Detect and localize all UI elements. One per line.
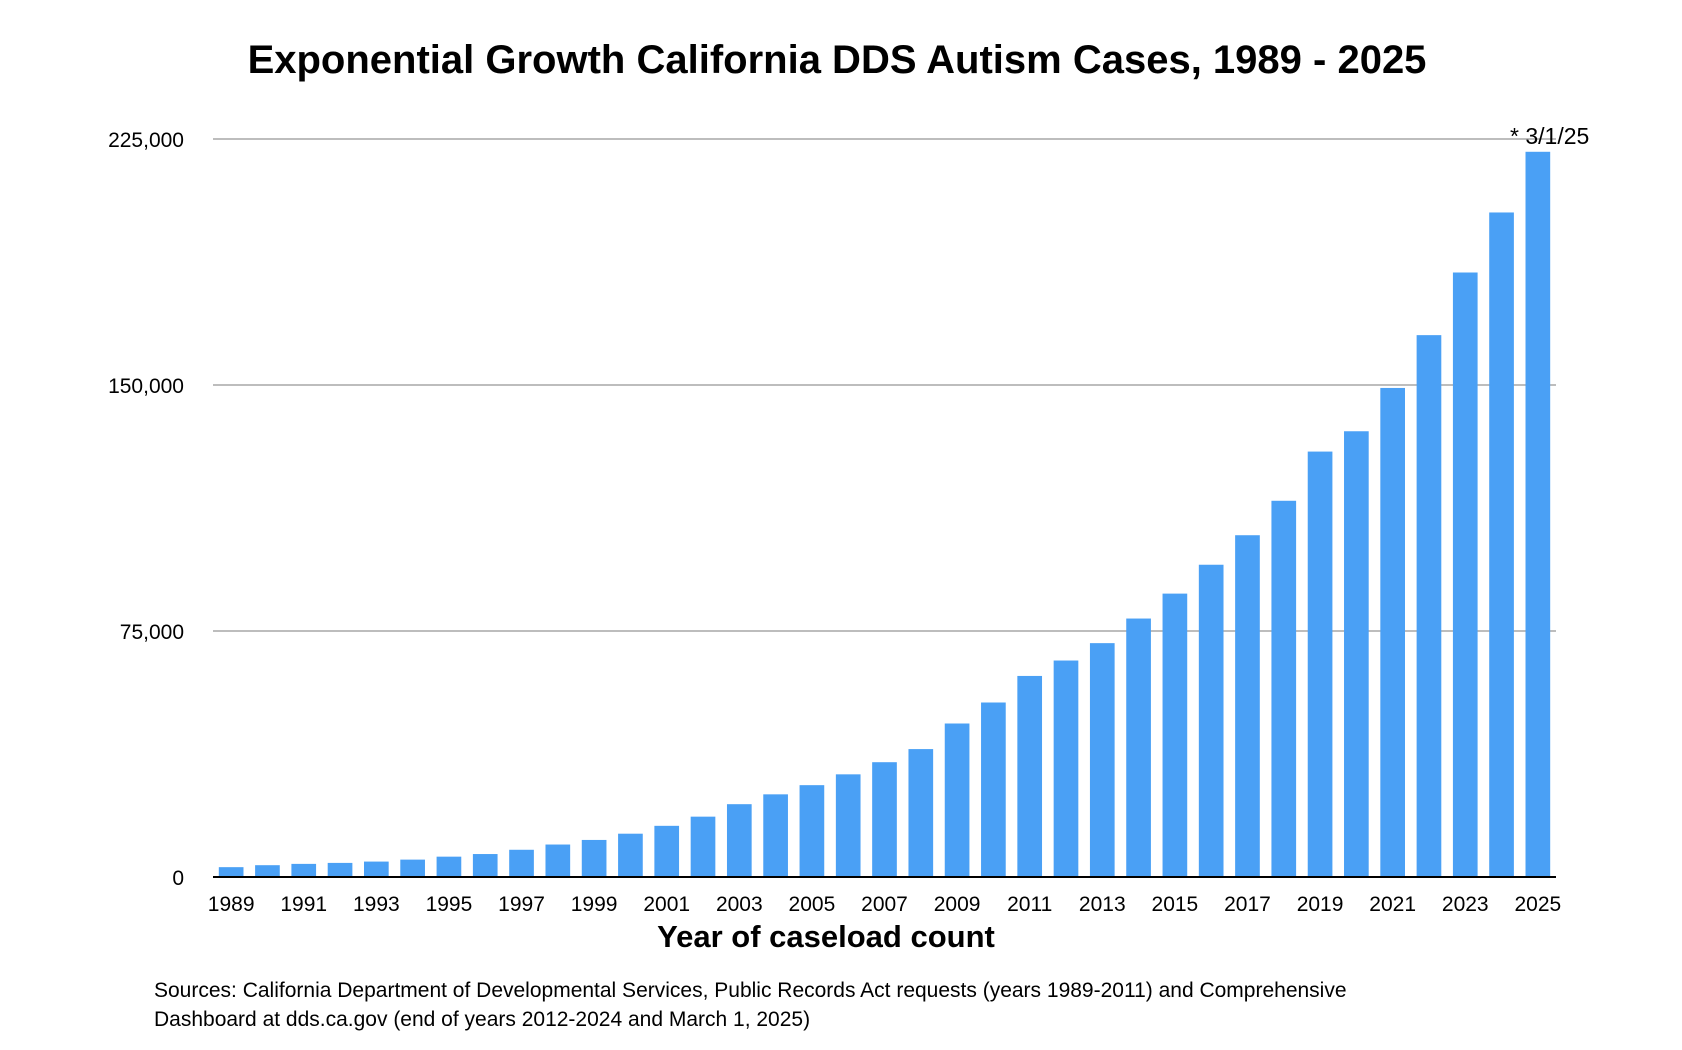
x-tick-label: 2015 bbox=[1152, 893, 1199, 916]
bar-2022 bbox=[1416, 335, 1442, 877]
bar-2007 bbox=[872, 762, 897, 877]
bar-1998 bbox=[545, 844, 571, 877]
bar-2006 bbox=[835, 774, 861, 877]
x-axis-ticks: 1989 1991 1993 1995 1997 1999 2001 2003 2005 2007… bbox=[208, 893, 1561, 916]
source-note-line-2: Dashboard at dds.ca.gov (end of years 20… bbox=[154, 1008, 811, 1031]
y-tick-label: 0 bbox=[172, 867, 184, 890]
chart-title: Exponential Growth California DDS Autism… bbox=[248, 38, 1427, 82]
x-tick-label: 2023 bbox=[1442, 893, 1489, 916]
bar-2003 bbox=[726, 804, 752, 877]
bar-1999 bbox=[581, 839, 607, 877]
bar-2009 bbox=[944, 723, 970, 877]
x-tick-label: 1989 bbox=[208, 893, 255, 916]
bar-2024 bbox=[1489, 212, 1514, 878]
y-axis-ticks: 0 75,000 150,000 225,000 bbox=[108, 129, 184, 890]
bar-1996 bbox=[472, 854, 498, 877]
bar-2020 bbox=[1344, 431, 1369, 877]
bar-1994 bbox=[400, 859, 425, 877]
x-tick-label: 2009 bbox=[934, 893, 981, 916]
x-tick-label: 1993 bbox=[353, 893, 400, 916]
bar-1993 bbox=[364, 861, 389, 877]
bar-2017 bbox=[1235, 535, 1260, 877]
x-tick-label: 2019 bbox=[1297, 893, 1344, 916]
y-tick-label: 225,000 bbox=[108, 129, 184, 152]
source-note-line-1: Sources: California Department of Develo… bbox=[154, 979, 1347, 1002]
bar-1992 bbox=[327, 862, 353, 877]
bar-2018 bbox=[1271, 500, 1297, 877]
bar-2014 bbox=[1126, 618, 1151, 877]
bar-1989 bbox=[218, 867, 244, 877]
x-tick-label: 2001 bbox=[643, 893, 690, 916]
bar-2010 bbox=[981, 702, 1006, 877]
x-tick-label: 2025 bbox=[1514, 893, 1561, 916]
bar-2015 bbox=[1162, 593, 1188, 877]
x-tick-label: 2013 bbox=[1079, 893, 1126, 916]
bar-2021 bbox=[1380, 387, 1405, 877]
bar-annotation: * 3/1/25 bbox=[1510, 123, 1589, 149]
x-tick-label: 2003 bbox=[716, 893, 763, 916]
x-tick-label: 1991 bbox=[280, 893, 327, 916]
bars bbox=[218, 151, 1551, 878]
source-note: Sources: California Department of Develo… bbox=[154, 976, 1534, 1034]
x-axis-label: Year of caseload count bbox=[657, 919, 995, 954]
bar-2000 bbox=[618, 833, 643, 877]
x-tick-label: 2007 bbox=[861, 893, 908, 916]
y-tick-label: 75,000 bbox=[120, 621, 184, 644]
y-tick-label: 150,000 bbox=[108, 375, 184, 398]
bar-2019 bbox=[1307, 451, 1333, 877]
x-tick-label: 2021 bbox=[1369, 893, 1416, 916]
x-tick-label: 2017 bbox=[1224, 893, 1271, 916]
bar-2002 bbox=[690, 816, 716, 877]
x-tick-label: 2011 bbox=[1007, 893, 1052, 916]
bar-2001 bbox=[654, 825, 680, 877]
bar-2008 bbox=[908, 749, 934, 877]
bar-1990 bbox=[255, 865, 280, 877]
bar-2011 bbox=[1017, 675, 1043, 877]
bar-2023 bbox=[1452, 272, 1478, 877]
bar-2004 bbox=[763, 794, 788, 877]
bar-2025 bbox=[1525, 151, 1551, 878]
bar-2012 bbox=[1053, 660, 1079, 877]
bar-2016 bbox=[1198, 564, 1224, 877]
bar-2013 bbox=[1089, 643, 1115, 877]
x-tick-label: 1999 bbox=[571, 893, 618, 916]
x-tick-label: 1995 bbox=[426, 893, 473, 916]
x-tick-label: 1997 bbox=[498, 893, 545, 916]
bar-1997 bbox=[509, 849, 534, 877]
x-tick-label: 2005 bbox=[789, 893, 836, 916]
bar-2005 bbox=[799, 785, 825, 877]
bar-1995 bbox=[436, 856, 462, 877]
bar-1991 bbox=[291, 863, 317, 877]
